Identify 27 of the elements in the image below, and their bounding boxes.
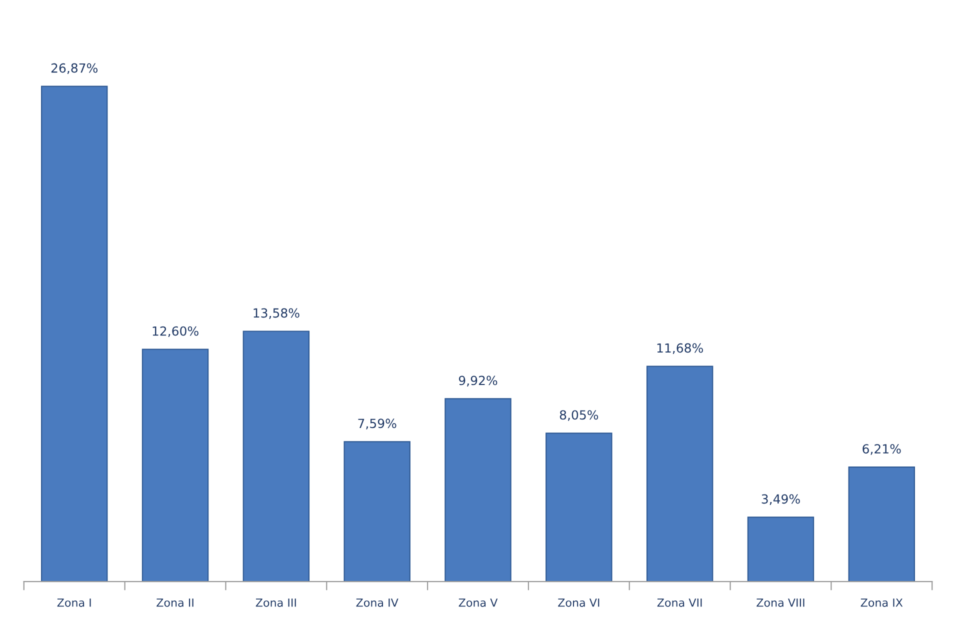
data-label: 13,58%: [254, 308, 300, 319]
x-tick-label: Zona II: [156, 598, 194, 607]
bar: [41, 86, 108, 582]
x-tick-label: Zona III: [256, 598, 296, 607]
data-label: 26,87%: [51, 63, 98, 74]
x-tick-label: Zona VI: [558, 598, 600, 607]
bar: [646, 366, 714, 582]
data-label: 8,05%: [560, 410, 598, 421]
bar: [142, 348, 209, 582]
x-tick-label: Zona IV: [356, 598, 398, 607]
x-tick-label: Zona I: [57, 598, 91, 607]
data-label: 9,92%: [458, 376, 498, 386]
bar: [242, 330, 310, 582]
x-tick-label: Zona V: [458, 598, 498, 607]
bar: [747, 516, 814, 582]
data-label: 11,68%: [657, 343, 703, 354]
bar: [546, 432, 612, 582]
bar: [444, 398, 512, 582]
bar: [848, 466, 915, 582]
x-tick-label: Zona VIII: [756, 598, 804, 607]
data-label: 3,49%: [762, 494, 800, 505]
data-label: 7,59%: [358, 418, 396, 430]
data-label: 6,21%: [862, 444, 901, 455]
bar: [344, 441, 410, 582]
x-tick-label: Zona VII: [657, 598, 702, 607]
x-tick-label: Zona IX: [860, 598, 903, 607]
data-label: 12,60%: [152, 326, 198, 338]
